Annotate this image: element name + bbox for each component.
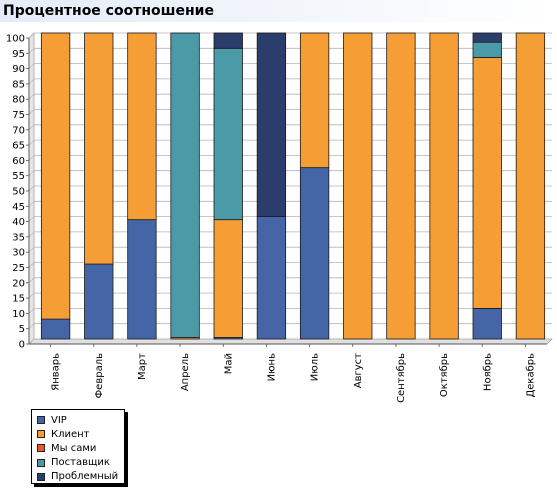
legend-swatch xyxy=(37,458,45,467)
bar-segment xyxy=(343,32,373,340)
y-tick-label: 75 xyxy=(12,110,25,121)
gridline-side xyxy=(28,323,35,329)
chart-legend: VIP Клиент Мы сами Поставщик Проблемный xyxy=(31,409,125,484)
gridline-side xyxy=(28,292,35,299)
bar-segment xyxy=(213,219,243,338)
x-tick-label: Октябрь xyxy=(439,353,450,397)
bar-segment xyxy=(472,32,502,43)
x-tick-label: Апрель xyxy=(180,353,191,391)
x-tick-label: Сентябрь xyxy=(396,353,407,403)
gridline-side xyxy=(28,139,35,146)
x-tick-label: Март xyxy=(137,353,148,380)
legend-label: Поставщик xyxy=(51,457,110,469)
y-tick-label: 45 xyxy=(12,202,25,213)
y-tick-label: 65 xyxy=(12,141,25,152)
legend-item: Проблемный xyxy=(37,470,124,484)
bar-segment xyxy=(127,219,157,340)
bar-segment xyxy=(472,307,502,340)
y-tick-label: 85 xyxy=(12,79,25,90)
legend-item: Поставщик xyxy=(37,456,124,470)
bar-segment xyxy=(213,32,243,49)
legend-item: Клиент xyxy=(37,427,124,441)
y-tick-label: 80 xyxy=(12,95,25,106)
y-tick-label: 60 xyxy=(12,156,25,167)
y-tick-label: 35 xyxy=(12,232,25,243)
y-tick-label: 90 xyxy=(12,64,25,75)
legend-item: Мы сами xyxy=(37,441,124,455)
gridline-side xyxy=(28,216,35,222)
gridline-side xyxy=(28,124,35,131)
y-tick-label: 10 xyxy=(12,309,25,320)
gridline-side xyxy=(28,246,35,253)
bar-segment xyxy=(299,32,330,169)
gridline-side xyxy=(28,63,35,69)
legend-label: VIP xyxy=(51,414,67,426)
legend-swatch xyxy=(37,472,45,481)
gridline-side xyxy=(28,231,35,238)
bar-segment xyxy=(40,32,71,320)
gridline-side xyxy=(28,32,35,39)
y-tick-label: 100 xyxy=(6,34,25,45)
gridline-side xyxy=(28,185,35,192)
x-tick-label: Август xyxy=(353,353,364,388)
x-tick-label: Июнь xyxy=(266,353,277,381)
x-tick-label: Январь xyxy=(51,353,62,391)
legend-swatch xyxy=(37,444,45,453)
chart-title: Процентное соотношение xyxy=(0,0,557,22)
y-tick-label: 20 xyxy=(12,278,25,289)
gridline-side xyxy=(28,93,35,100)
y-tick-label: 30 xyxy=(12,248,25,259)
bar-segment xyxy=(84,263,114,340)
legend-item: VIP xyxy=(37,413,124,427)
legend-swatch xyxy=(37,430,45,439)
y-tick-label: 50 xyxy=(12,187,25,198)
y-tick-label: 0 xyxy=(19,340,25,351)
x-tick-label: Май xyxy=(223,353,234,374)
gridline-side xyxy=(28,78,35,85)
gridline-side xyxy=(28,109,35,115)
y-tick-label: 25 xyxy=(12,263,25,274)
gridline-side xyxy=(28,308,35,314)
gridline-side xyxy=(28,338,35,345)
bar-segment xyxy=(213,47,243,221)
bar-segment xyxy=(256,32,287,218)
gridline-side xyxy=(28,277,35,284)
bar-segment xyxy=(256,216,287,340)
bar-segment xyxy=(515,32,546,340)
x-tick-label: Декабрь xyxy=(525,353,536,398)
bar-segment xyxy=(127,32,157,221)
bar-segment xyxy=(170,32,200,338)
bar-segment xyxy=(40,318,71,340)
y-tick-label: 15 xyxy=(12,294,25,305)
bar-segment xyxy=(299,167,330,340)
gridline-side xyxy=(28,155,35,161)
bar-segment xyxy=(429,32,459,340)
bar-segment xyxy=(472,41,502,58)
bar-segment xyxy=(84,32,114,265)
gridline-side xyxy=(28,48,35,54)
chart-floor xyxy=(28,338,553,345)
gridline-side xyxy=(28,201,35,207)
x-tick-label: Июль xyxy=(310,353,321,381)
x-tick-label: Ноябрь xyxy=(482,353,493,391)
x-tick-label: Февраль xyxy=(94,353,105,399)
bar-segment xyxy=(386,32,416,340)
legend-swatch xyxy=(37,416,45,425)
gridline-side xyxy=(28,262,35,268)
y-tick-label: 70 xyxy=(12,125,25,136)
legend-label: Мы сами xyxy=(51,442,97,454)
y-tick-label: 40 xyxy=(12,217,25,228)
legend-label: Проблемный xyxy=(51,471,119,483)
legend-label: Клиент xyxy=(51,428,90,440)
gridline-side xyxy=(28,170,35,176)
bar-segment xyxy=(472,57,502,309)
y-tick-label: 5 xyxy=(19,324,25,335)
y-tick-label: 55 xyxy=(12,171,25,182)
y-tick-label: 95 xyxy=(12,49,25,60)
